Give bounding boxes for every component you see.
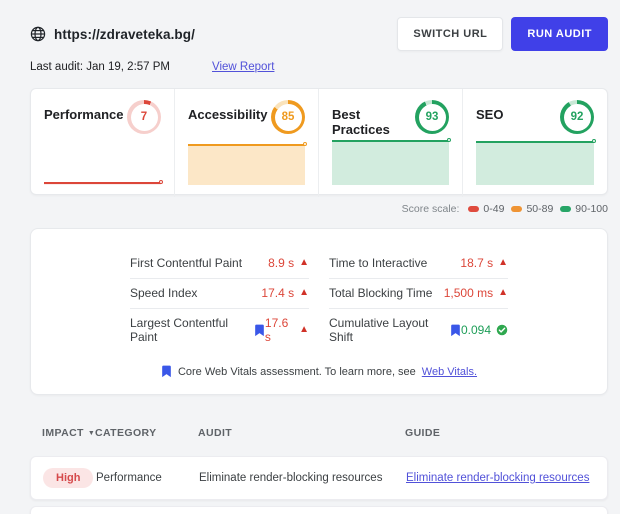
last-audit-text: Last audit: Jan 19, 2:57 PM [30, 61, 170, 73]
score-cards: Performance 7 Accessibility 85 Best Prac… [30, 88, 608, 195]
score-card-seo[interactable]: SEO 92 [463, 89, 607, 197]
score-sparkline [44, 137, 161, 185]
audit-dashboard: https://zdraveteka.bg/ SWITCH URL RUN AU… [30, 16, 608, 514]
header-actions: SWITCH URL RUN AUDIT [397, 17, 608, 51]
column-category: CATEGORY [95, 427, 198, 439]
score-sparkline [332, 137, 449, 185]
score-card-performance[interactable]: Performance 7 [31, 89, 175, 197]
site-url: https://zdraveteka.bg/ [54, 27, 195, 42]
metrics-left-column: First Contentful Paint 8.9 s▲ Speed Inde… [130, 249, 309, 352]
bookmark-icon [450, 324, 461, 337]
score-gauge: 7 [127, 100, 161, 134]
core-web-vitals-note: Core Web Vitals assessment. To learn mor… [31, 365, 607, 378]
metric-fcp: First Contentful Paint 8.9 s▲ [130, 249, 309, 279]
impact-badge: High [43, 468, 93, 488]
score-gauge: 85 [271, 100, 305, 134]
globe-icon [30, 26, 46, 42]
table-row: High Performance Defer offscreen images … [30, 506, 608, 514]
score-scale-legend: Score scale: 0-49 50-89 90-100 [30, 202, 608, 216]
warning-triangle-icon: ▲ [299, 325, 309, 335]
metric-speed-index: Speed Index 17.4 s▲ [130, 279, 309, 309]
metric-tti: Time to Interactive 18.7 s▲ [329, 249, 508, 279]
card-title: Performance [44, 100, 123, 122]
orange-swatch-icon [511, 206, 522, 212]
green-swatch-icon [560, 206, 571, 212]
run-audit-button[interactable]: RUN AUDIT [511, 17, 608, 51]
scale-range-low: 0-49 [468, 203, 504, 215]
view-report-link[interactable]: View Report [212, 61, 274, 73]
audit-table-rows: High Performance Eliminate render-blocki… [30, 456, 608, 514]
metric-tbt: Total Blocking Time 1,500 ms▲ [329, 279, 508, 309]
score-sparkline [476, 137, 594, 185]
cwv-note-text: Core Web Vitals assessment. To learn mor… [178, 366, 416, 378]
card-title: SEO [476, 100, 503, 122]
score-sparkline [188, 137, 305, 185]
column-guide: GUIDE [405, 427, 608, 439]
score-card-best-practices[interactable]: Best Practices 93 [319, 89, 463, 197]
audit-cell: Eliminate render-blocking resources [199, 472, 406, 484]
red-swatch-icon [468, 206, 479, 212]
category-cell: Performance [96, 472, 199, 484]
warning-triangle-icon: ▲ [498, 288, 508, 298]
audit-table-header: IMPACT ▼ CATEGORY AUDIT GUIDE [30, 427, 608, 439]
metric-cls: Cumulative Layout Shift 0.094 [329, 309, 508, 352]
metrics-right-column: Time to Interactive 18.7 s▲ Total Blocki… [329, 249, 508, 352]
check-circle-icon [496, 324, 508, 336]
card-title: Best Practices [332, 100, 415, 137]
switch-url-button[interactable]: SWITCH URL [397, 17, 503, 51]
metric-lcp: Largest Contentful Paint 17.6 s▲ [130, 309, 309, 352]
score-gauge: 93 [415, 100, 449, 134]
table-row: High Performance Eliminate render-blocki… [30, 456, 608, 500]
score-gauge: 92 [560, 100, 594, 134]
metrics-panel: First Contentful Paint 8.9 s▲ Speed Inde… [30, 228, 608, 395]
last-audit-row: Last audit: Jan 19, 2:57 PM View Report [30, 61, 608, 73]
scale-range-mid: 50-89 [511, 203, 553, 215]
scale-range-high: 90-100 [560, 203, 608, 215]
score-scale-label: Score scale: [402, 203, 460, 215]
column-impact[interactable]: IMPACT ▼ [42, 427, 95, 439]
card-title: Accessibility [188, 100, 268, 122]
guide-link[interactable]: Eliminate render-blocking resources [406, 472, 607, 484]
top-header: https://zdraveteka.bg/ SWITCH URL RUN AU… [30, 16, 608, 52]
bookmark-icon [161, 365, 172, 378]
warning-triangle-icon: ▲ [299, 288, 309, 298]
warning-triangle-icon: ▲ [299, 258, 309, 268]
site-url-wrap: https://zdraveteka.bg/ [30, 26, 195, 42]
warning-triangle-icon: ▲ [498, 258, 508, 268]
score-card-accessibility[interactable]: Accessibility 85 [175, 89, 319, 197]
column-audit: AUDIT [198, 427, 405, 439]
web-vitals-link[interactable]: Web Vitals. [422, 366, 477, 378]
bookmark-icon [254, 324, 265, 337]
